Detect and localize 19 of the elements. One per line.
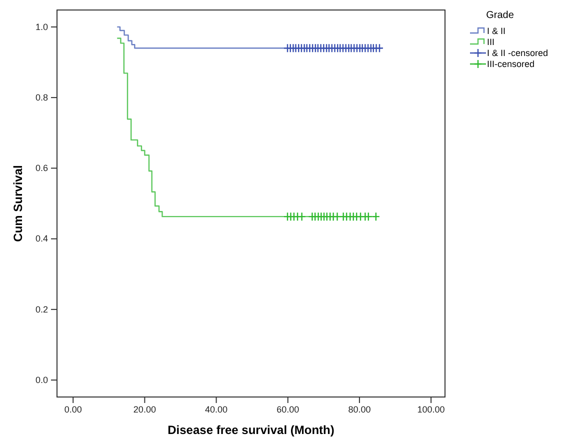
legend-label: I & II [487,26,506,36]
x-tick-label: 60.00 [276,404,300,414]
y-tick-label: 1.0 [35,22,48,32]
y-tick-label: 0.8 [35,92,48,102]
x-tick-label: 80.00 [348,404,371,414]
x-tick-label: 100.00 [417,404,445,414]
x-axis-title: Disease free survival (Month) [168,423,334,437]
legend-label: I & II -censored [487,48,548,58]
y-axis-title: Cum Survival [11,165,25,242]
x-tick-label: 0.00 [64,404,82,414]
y-tick-label: 0.6 [35,163,48,174]
y-tick-label: 0.4 [35,234,48,244]
legend-label: III-censored [487,59,535,69]
x-tick-label: 20.00 [133,404,156,414]
legend-label: III [487,37,495,47]
y-tick-label: 0.2 [35,304,48,314]
x-tick-label: 40.00 [205,404,228,414]
legend-title: Grade [486,10,514,21]
y-tick-label: 0.0 [35,374,48,385]
